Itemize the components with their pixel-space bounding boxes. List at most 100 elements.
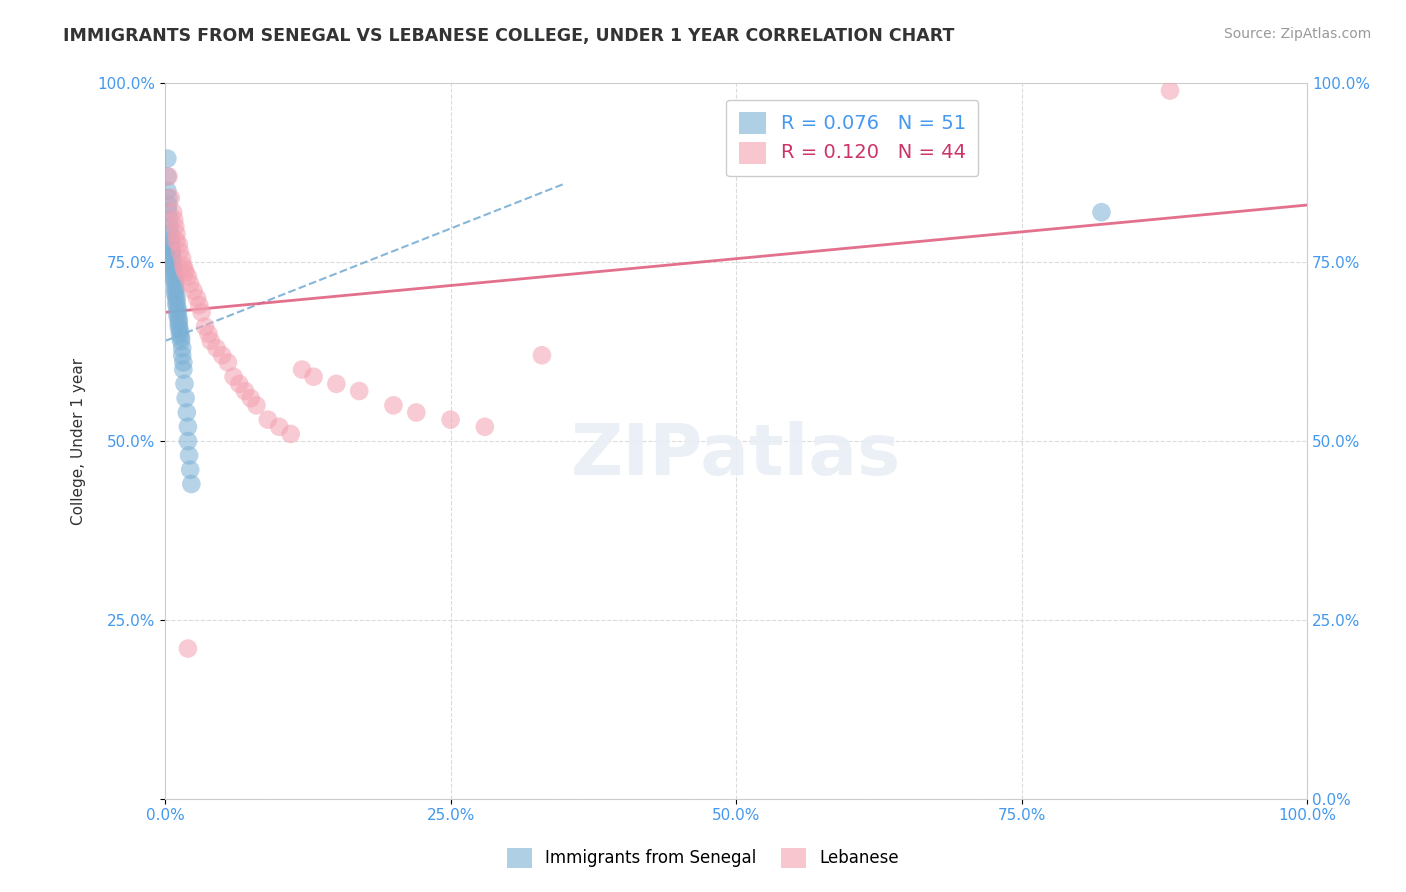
Point	[172, 259, 194, 273]
Point	[166, 227, 188, 241]
Point	[159, 227, 181, 241]
Point	[159, 234, 181, 248]
Point	[159, 219, 181, 234]
Point	[197, 326, 219, 341]
Point	[165, 277, 187, 291]
Point	[159, 212, 181, 227]
Point	[347, 384, 370, 398]
Point	[159, 237, 181, 252]
Point	[163, 273, 186, 287]
Point	[165, 284, 187, 298]
Point	[166, 298, 188, 312]
Point	[165, 219, 187, 234]
Text: IMMIGRANTS FROM SENEGAL VS LEBANESE COLLEGE, UNDER 1 YEAR CORRELATION CHART: IMMIGRANTS FROM SENEGAL VS LEBANESE COLL…	[63, 27, 955, 45]
Point	[166, 294, 188, 309]
Point	[162, 205, 184, 219]
Point	[177, 269, 200, 284]
Point	[188, 298, 211, 312]
Legend: R = 0.076   N = 51, R = 0.120   N = 44: R = 0.076 N = 51, R = 0.120 N = 44	[727, 100, 979, 177]
Point	[166, 234, 188, 248]
Point	[205, 341, 228, 355]
Point	[302, 369, 325, 384]
Point	[245, 398, 267, 412]
Point	[183, 284, 205, 298]
Point	[167, 237, 190, 252]
Point	[1159, 84, 1181, 98]
Point	[180, 477, 202, 491]
Point	[186, 291, 208, 305]
Point	[439, 412, 461, 426]
Point	[269, 419, 291, 434]
Point	[172, 362, 194, 376]
Point	[163, 269, 186, 284]
Point	[291, 362, 314, 376]
Point	[160, 244, 183, 259]
Point	[172, 252, 194, 266]
Point	[233, 384, 256, 398]
Point	[166, 291, 188, 305]
Point	[222, 369, 245, 384]
Text: ZIPatlas: ZIPatlas	[571, 421, 901, 490]
Point	[157, 205, 180, 219]
Point	[172, 355, 194, 369]
Point	[169, 323, 191, 337]
Point	[228, 376, 250, 391]
Text: Source: ZipAtlas.com: Source: ZipAtlas.com	[1223, 27, 1371, 41]
Point	[159, 191, 181, 205]
Point	[156, 169, 179, 184]
Point	[170, 334, 193, 348]
Point	[382, 398, 405, 412]
Point	[179, 277, 201, 291]
Point	[163, 212, 186, 227]
Point	[174, 266, 197, 280]
Point	[325, 376, 347, 391]
Point	[190, 305, 212, 319]
Point	[167, 319, 190, 334]
Point	[177, 434, 200, 449]
Point	[159, 241, 181, 255]
Point	[174, 391, 197, 405]
Point	[169, 244, 191, 259]
Point	[173, 376, 195, 391]
Point	[162, 259, 184, 273]
Point	[157, 198, 180, 212]
Point	[530, 348, 553, 362]
Legend: Immigrants from Senegal, Lebanese: Immigrants from Senegal, Lebanese	[501, 841, 905, 875]
Point	[217, 355, 239, 369]
Point	[167, 312, 190, 326]
Point	[177, 641, 200, 656]
Point	[474, 419, 496, 434]
Point	[211, 348, 233, 362]
Point	[162, 262, 184, 277]
Point	[166, 301, 188, 316]
Point	[177, 449, 200, 463]
Point	[166, 309, 188, 323]
Point	[170, 330, 193, 344]
Point	[173, 262, 195, 277]
Point	[165, 280, 187, 294]
Point	[257, 412, 280, 426]
Point	[280, 426, 302, 441]
Point	[162, 255, 184, 269]
Point	[194, 319, 217, 334]
Point	[157, 169, 180, 184]
Point	[176, 405, 198, 419]
Point	[167, 316, 190, 330]
Point	[179, 463, 201, 477]
Point	[169, 326, 191, 341]
Point	[156, 184, 179, 198]
Point	[165, 287, 187, 301]
Point	[200, 334, 222, 348]
Point	[172, 341, 194, 355]
Point	[166, 305, 188, 319]
Point	[163, 266, 186, 280]
Point	[177, 419, 200, 434]
Point	[1090, 205, 1112, 219]
Point	[156, 152, 179, 166]
Point	[160, 248, 183, 262]
Point	[157, 191, 180, 205]
Y-axis label: College, Under 1 year: College, Under 1 year	[72, 358, 86, 524]
Point	[239, 391, 262, 405]
Point	[160, 252, 183, 266]
Point	[405, 405, 427, 419]
